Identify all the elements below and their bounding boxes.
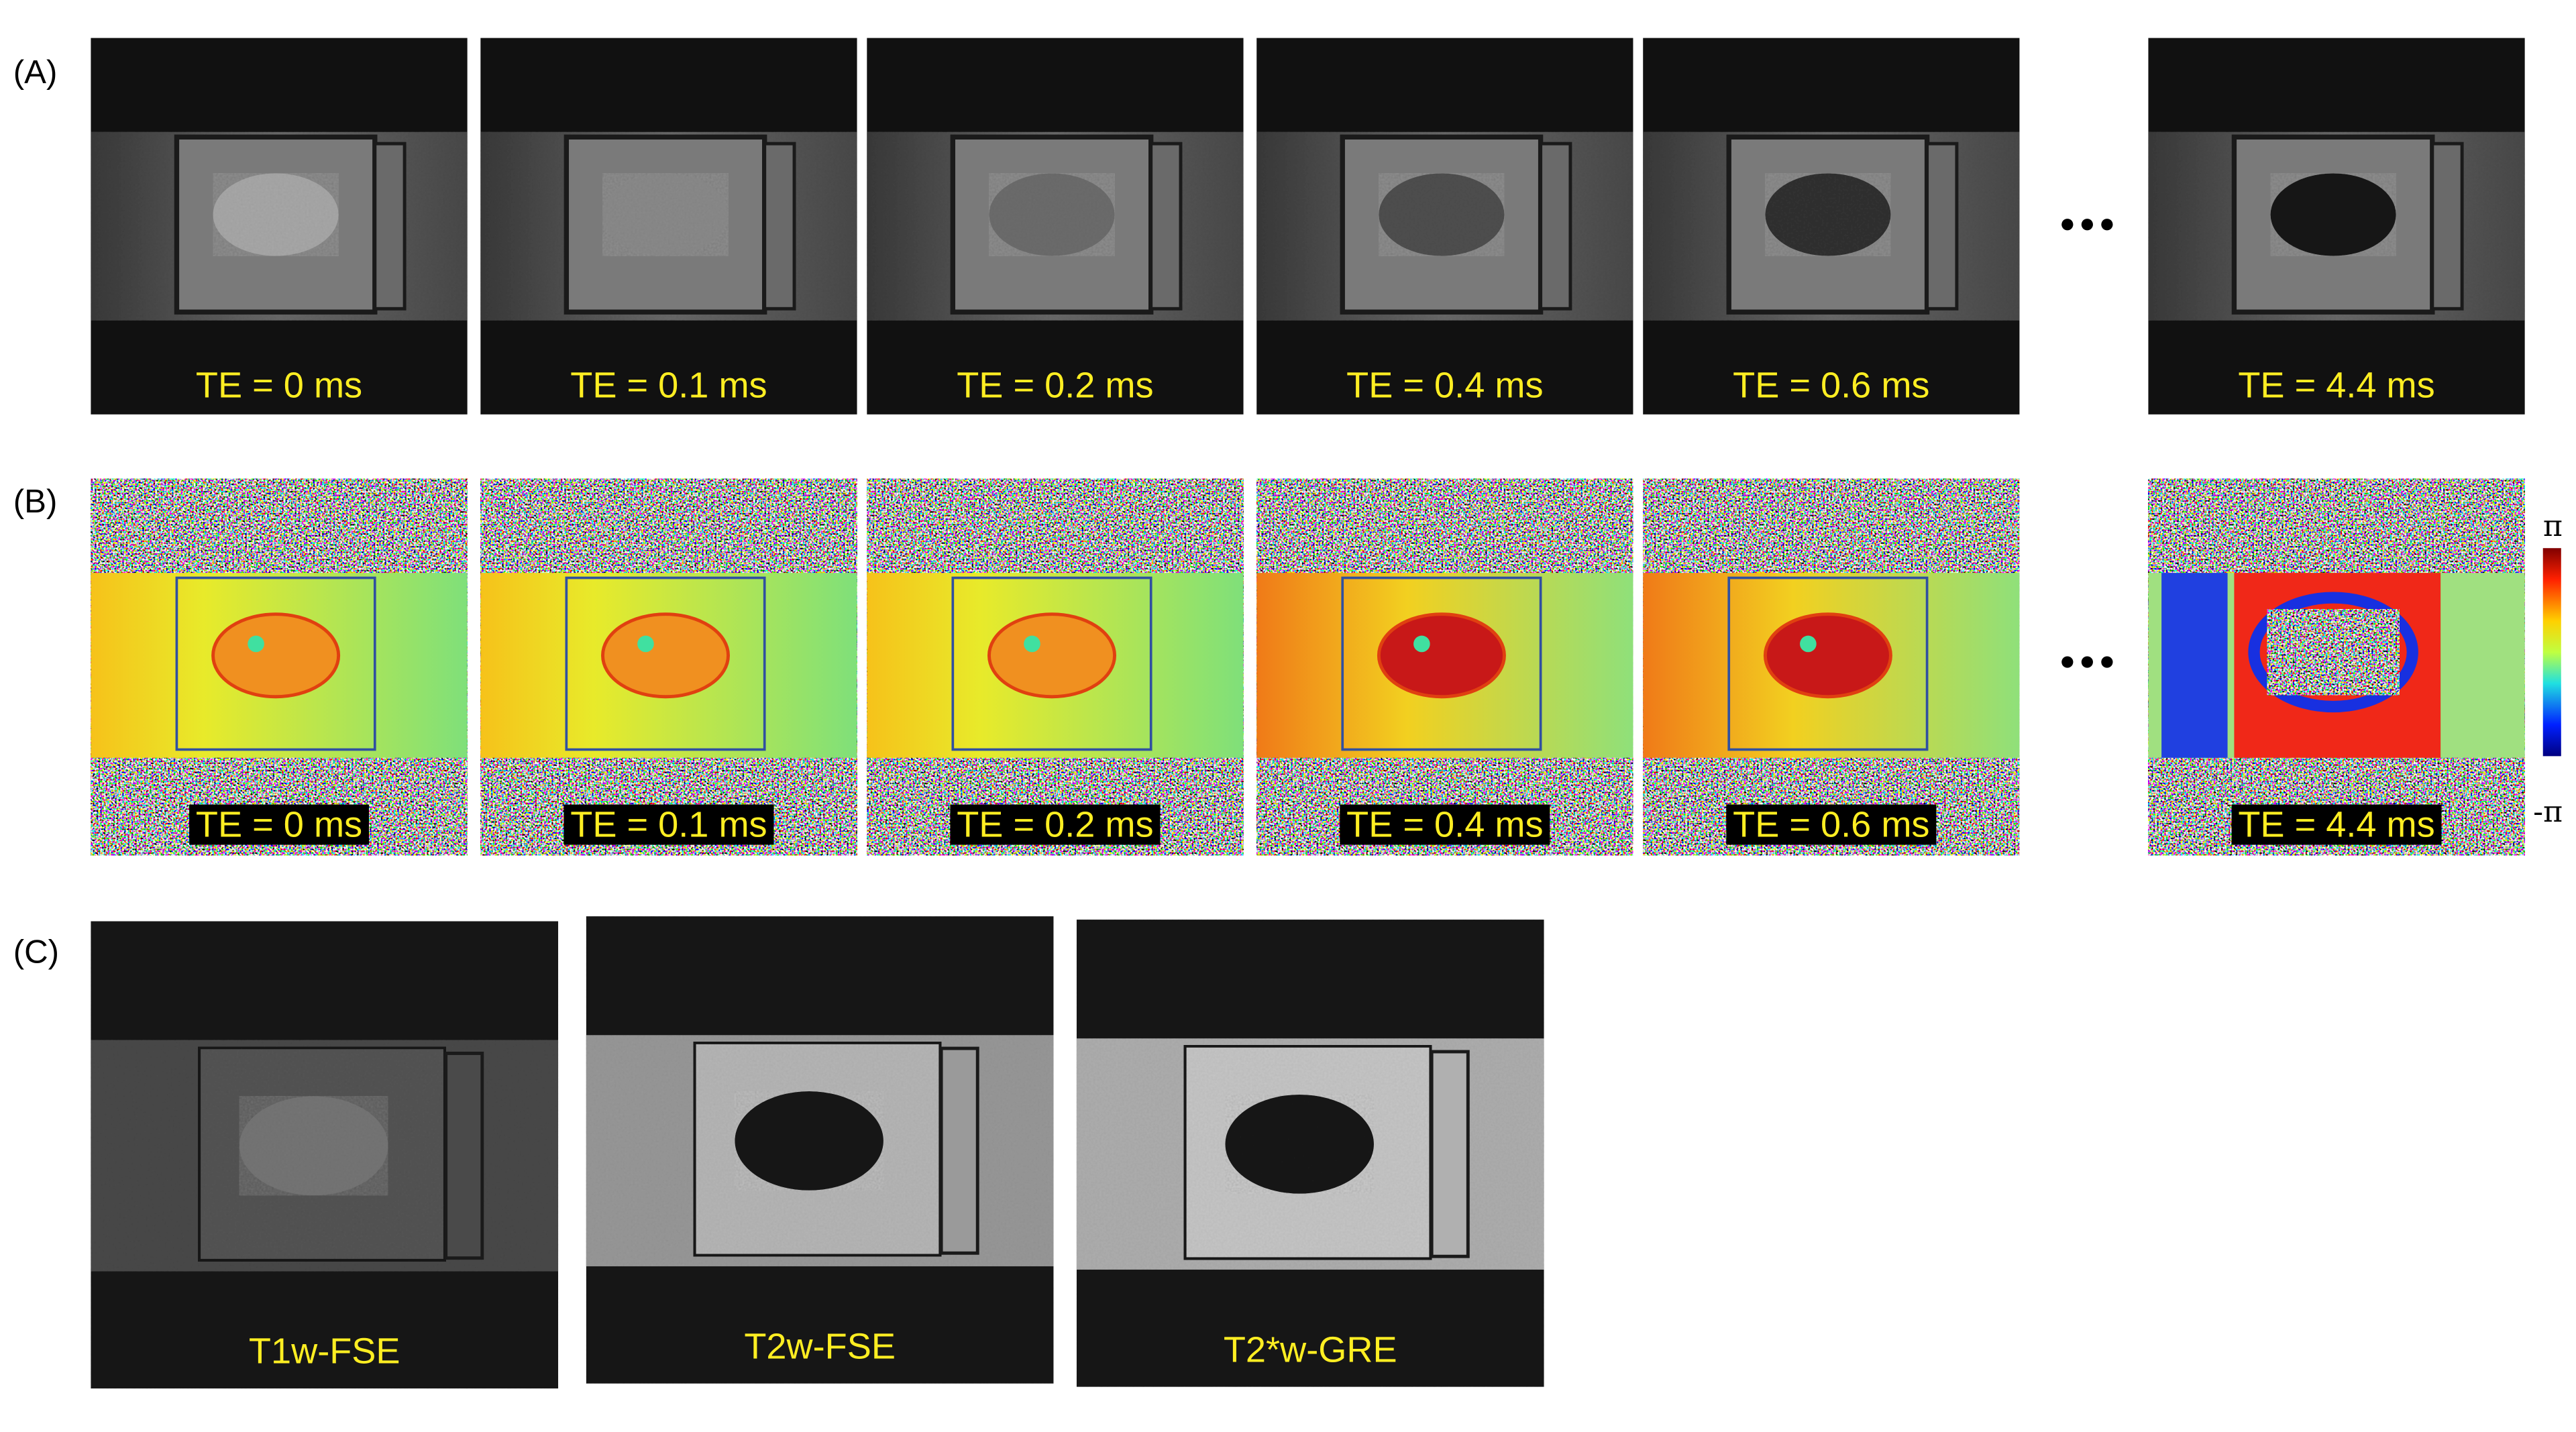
magnitude-image: TE = 0.6 ms bbox=[1643, 38, 2020, 415]
lesion bbox=[735, 1091, 883, 1191]
label-background bbox=[1726, 804, 1937, 845]
image-label: TE = 0.2 ms bbox=[957, 805, 1153, 845]
lesion bbox=[2270, 173, 2396, 256]
phase-image: TE = 4.4 ms bbox=[2148, 478, 2525, 856]
lesion bbox=[989, 173, 1115, 256]
phase-image: TE = 0.2 ms bbox=[867, 478, 1244, 856]
phantom-side bbox=[763, 142, 796, 311]
label-background bbox=[1340, 804, 1550, 845]
lesion-ring bbox=[2248, 592, 2418, 713]
phantom-frame bbox=[175, 576, 376, 751]
image-label: TE = 0.2 ms bbox=[957, 366, 1153, 406]
label-background bbox=[2231, 804, 2442, 845]
panel-label: (A) bbox=[13, 54, 58, 91]
phase-image: TE = 0.4 ms bbox=[1256, 478, 1633, 856]
image-label: T2w-FSE bbox=[744, 1326, 896, 1366]
label-background bbox=[950, 804, 1161, 845]
image-label: TE = 0.4 ms bbox=[1346, 805, 1543, 845]
phantom-frame bbox=[1340, 134, 1544, 315]
magnitude-image: TE = 4.4 ms bbox=[2148, 38, 2525, 415]
ellipsis bbox=[2061, 219, 2113, 668]
phantom-side bbox=[939, 1046, 979, 1255]
lesion bbox=[1765, 173, 1891, 256]
image-label: TE = 0.6 ms bbox=[1733, 366, 1929, 406]
image-label: T2*w-GRE bbox=[1224, 1329, 1397, 1370]
lesion bbox=[1763, 612, 1892, 699]
magnitude-image: TE = 0.1 ms bbox=[480, 38, 857, 415]
phantom-frame bbox=[174, 134, 378, 315]
phantom-frame bbox=[1341, 576, 1542, 751]
phantom-side bbox=[1149, 142, 1183, 311]
lesion-spot bbox=[248, 635, 264, 653]
magnitude-image: TE = 0.2 ms bbox=[867, 38, 1244, 415]
image-label: T1w-FSE bbox=[249, 1331, 400, 1372]
lesion bbox=[1225, 1094, 1374, 1194]
image-label: TE = 0.1 ms bbox=[570, 805, 767, 845]
lesion bbox=[1377, 612, 1506, 699]
colorbar-min-label: -π bbox=[2533, 795, 2563, 829]
phase-image: TE = 0 ms bbox=[91, 478, 468, 856]
magnitude-image: TE = 0.4 ms bbox=[1256, 38, 1633, 415]
phase-image: TE = 0.1 ms bbox=[480, 478, 857, 856]
weighted-image: T1w-FSE bbox=[91, 921, 559, 1389]
image-label: TE = 0.4 ms bbox=[1346, 366, 1543, 406]
weighted-image: T2*w-GRE bbox=[1076, 920, 1544, 1387]
weighted-image: T2w-FSE bbox=[586, 916, 1054, 1384]
lesion bbox=[601, 612, 731, 699]
image-label: TE = 4.4 ms bbox=[2238, 366, 2434, 406]
lesion bbox=[987, 612, 1117, 699]
lesion bbox=[2267, 609, 2400, 696]
image-label: TE = 0 ms bbox=[196, 366, 362, 406]
lesion bbox=[602, 173, 729, 256]
lesion bbox=[239, 1096, 388, 1196]
label-background bbox=[564, 804, 774, 845]
lesion-spot bbox=[1800, 635, 1817, 653]
phantom-side bbox=[1539, 142, 1572, 311]
phantom-side bbox=[373, 142, 407, 311]
colorbar-max-label: π bbox=[2543, 509, 2563, 543]
phantom-frame bbox=[951, 576, 1152, 751]
panel-label: (C) bbox=[13, 934, 59, 971]
lesion bbox=[213, 173, 339, 256]
phantom-side bbox=[444, 1051, 484, 1260]
phase-image: TE = 0.6 ms bbox=[1643, 478, 2020, 856]
phantom-side bbox=[2430, 142, 2464, 311]
phantom-side bbox=[1430, 1050, 1470, 1258]
label-background bbox=[189, 804, 369, 845]
lesion-spot bbox=[637, 635, 654, 653]
phantom-frame bbox=[1727, 576, 1929, 751]
lesion-spot bbox=[1413, 635, 1430, 653]
lesion-spot bbox=[1024, 635, 1040, 653]
magnitude-image: TE = 0 ms bbox=[91, 38, 468, 415]
lesion bbox=[211, 612, 341, 699]
colorbar bbox=[2542, 548, 2561, 757]
phantom-side bbox=[1925, 142, 1959, 311]
image-label: TE = 0.1 ms bbox=[570, 366, 767, 406]
lesion bbox=[1379, 173, 1505, 256]
image-label: TE = 0.6 ms bbox=[1733, 805, 1929, 845]
phase-wrap bbox=[2161, 573, 2228, 758]
image-label: TE = 4.4 ms bbox=[2238, 805, 2434, 845]
phantom-frame bbox=[565, 576, 766, 751]
image-label: TE = 0 ms bbox=[196, 805, 362, 845]
phantom-frame bbox=[1726, 134, 1930, 315]
panel-label: (B) bbox=[13, 483, 58, 520]
